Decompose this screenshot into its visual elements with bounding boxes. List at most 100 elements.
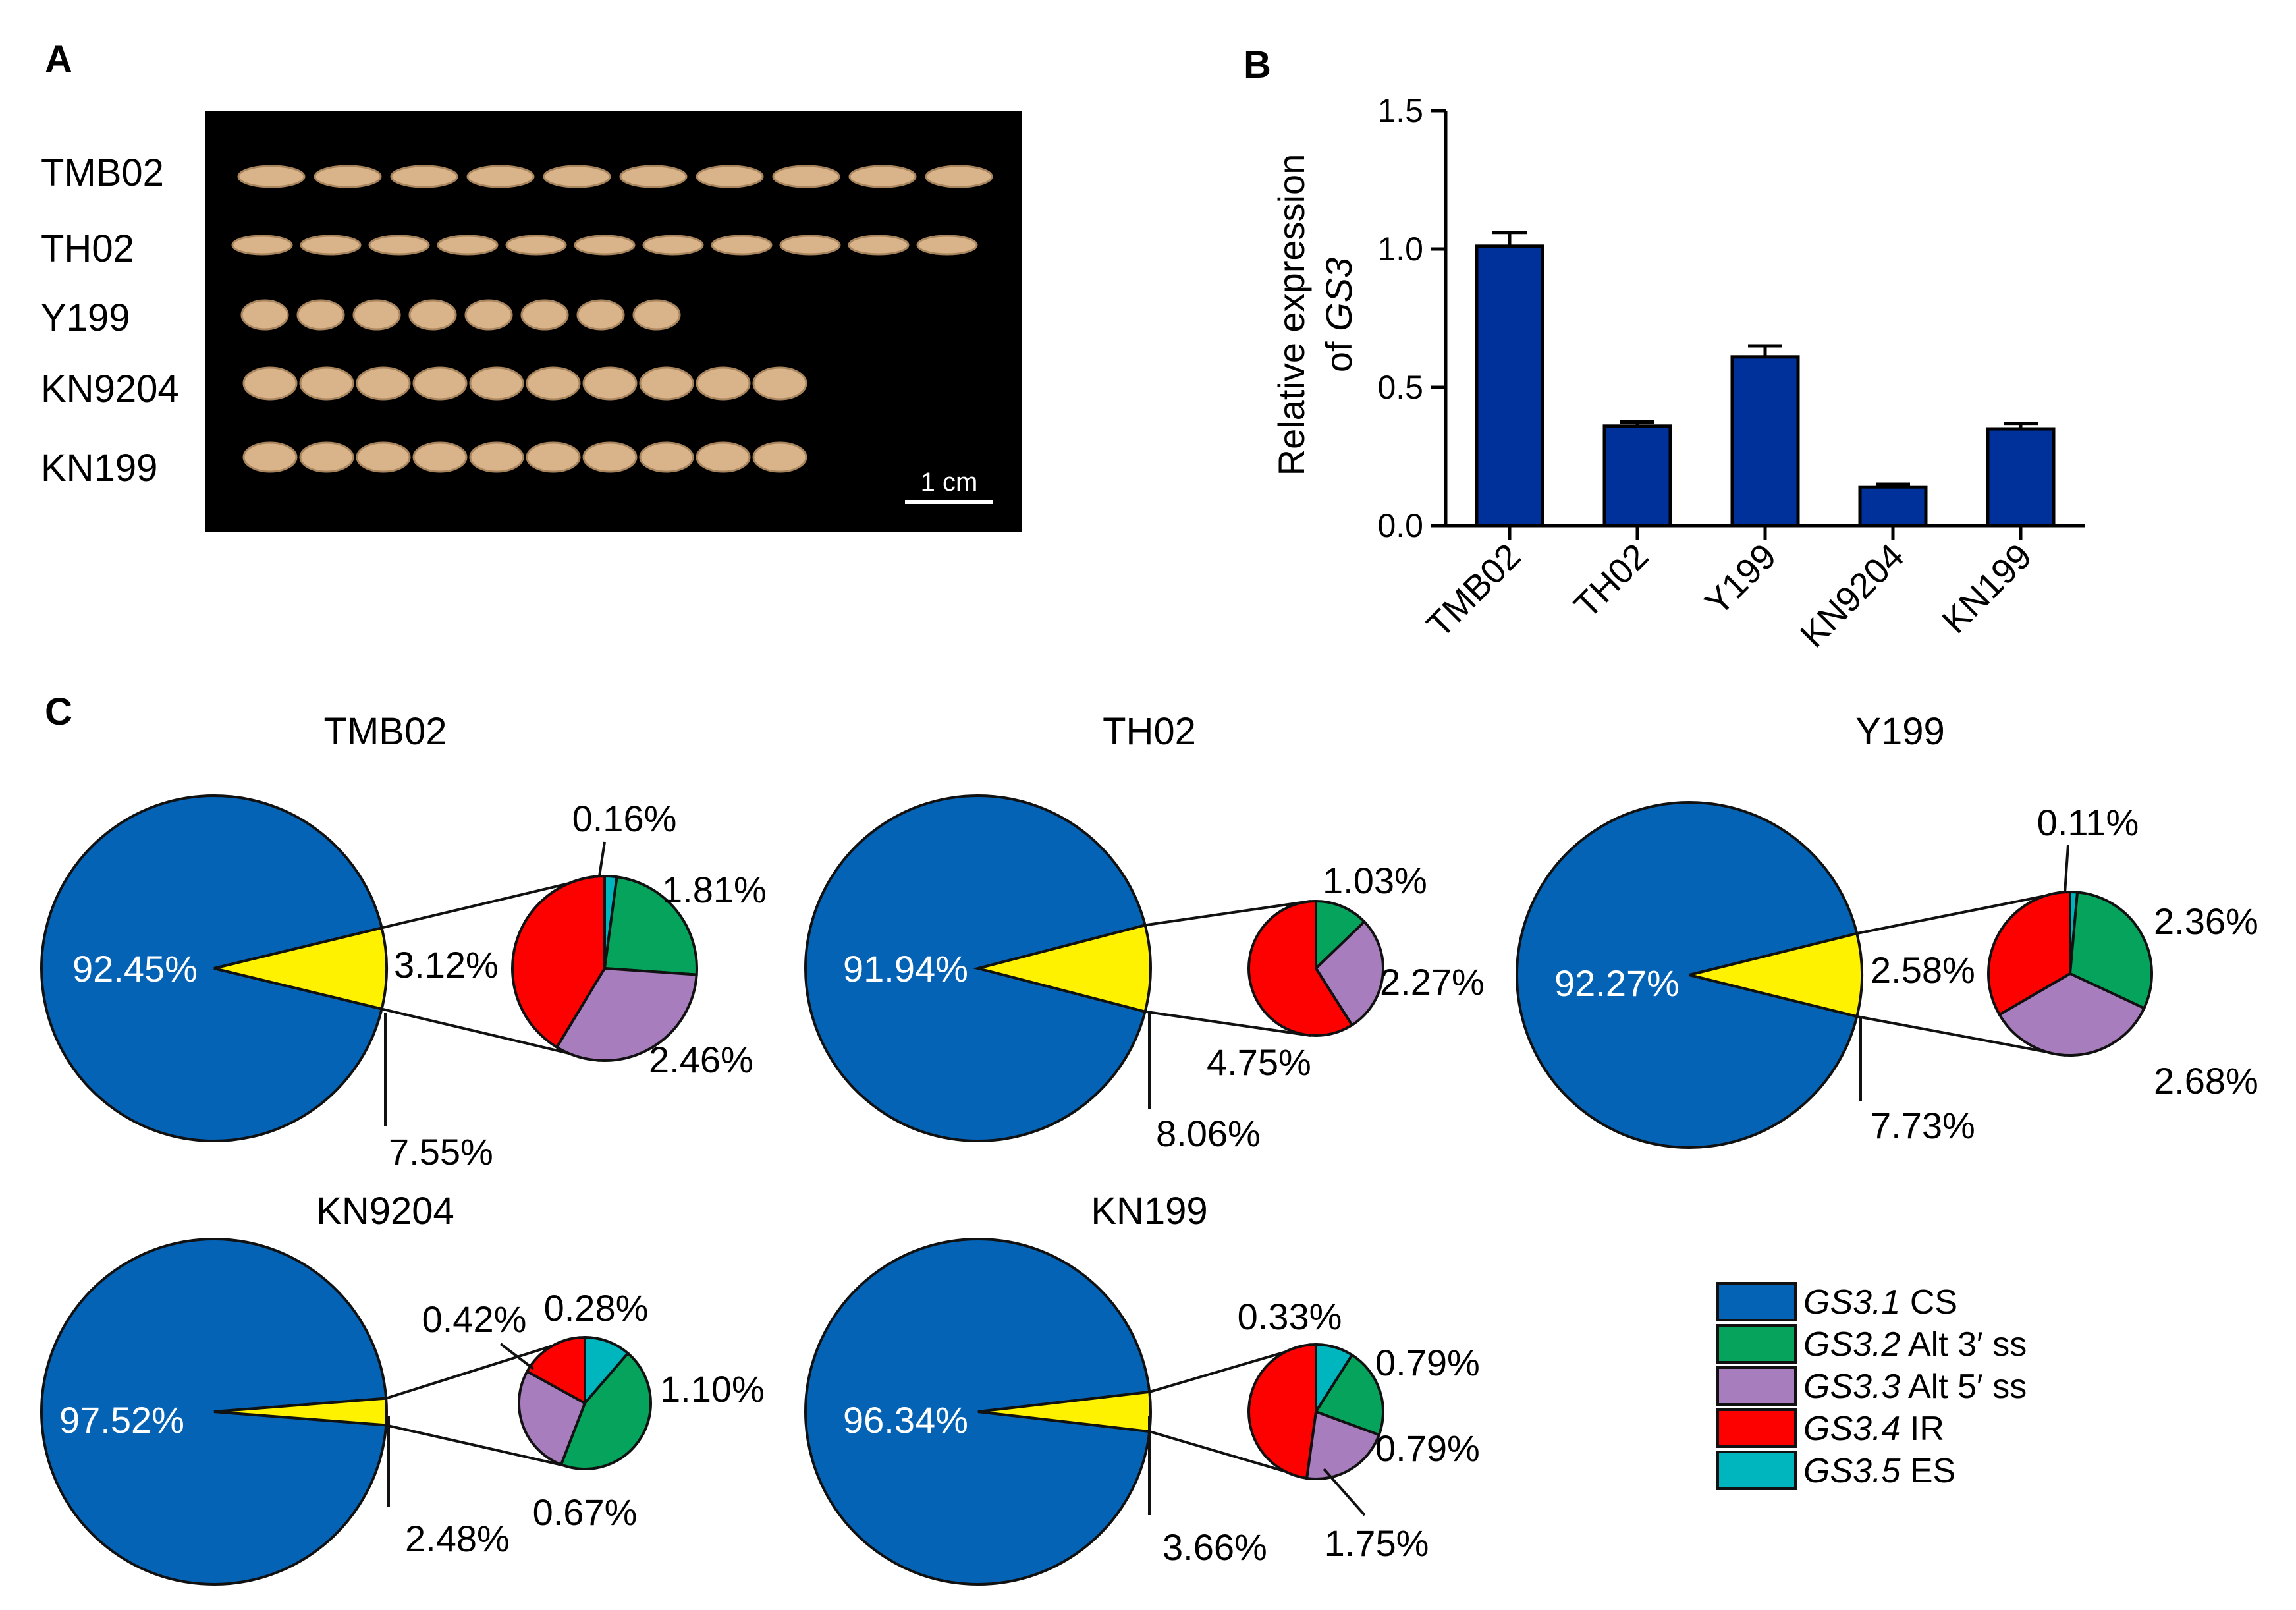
legend-desc: ES [1900,1452,1955,1490]
panel-c-label: C [45,690,72,733]
connector-bottom [1145,1010,1311,1037]
connector-bottom [1856,1015,2065,1057]
connector-top [1856,891,2065,935]
detail-slice-gs3-3 [1305,1410,1381,1480]
seed-y199 [632,299,681,331]
seed-kn199 [639,441,694,473]
main-slice-cs [40,1238,388,1586]
detail-slice-gs3-4 [1247,899,1354,1037]
row-label-y199: Y199 [41,296,130,339]
pie-chart-tmb02: TMB02 92.45% 7.55% 0.16% 1.81% 2.46% 3.12% [40,710,767,1173]
bar-tmb02 [1475,244,1544,528]
pie-title-kn9204: KN9204 [316,1190,454,1233]
seed-y199 [520,299,569,331]
main-pct-label: 92.45% [72,948,198,989]
seed-th02 [505,235,567,256]
seed-y199 [576,299,625,331]
seed-tmb02 [314,165,382,188]
detail-pct-label: 0.79% [1375,1342,1480,1383]
legend-isoform: GS3.4 [1803,1410,1900,1448]
leader-line [2064,844,2069,894]
legend-label: GS3.1 CS [1803,1283,1957,1321]
other-pct-label: 7.73% [1871,1105,1975,1146]
other-pct-label: 8.06% [1156,1113,1261,1154]
detail-pct-label: 2.46% [649,1039,753,1080]
seed-y199 [352,299,401,331]
pie-chart-th02: TH02 91.94% 8.06% 1.03% 2.27% 4.75% [804,710,1485,1154]
legend-isoform: GS3.5 [1803,1452,1901,1490]
leader-line [1323,1468,1366,1516]
main-slice-other [213,1397,388,1427]
row-label-kn199: KN199 [41,447,157,489]
seed-kn199 [582,441,638,473]
seed-kn199 [242,441,298,473]
detail-pct-label: 0.42% [422,1298,527,1340]
y-tick-label: 1.0 [1377,231,1423,267]
main-pct-label: 92.27% [1554,962,1680,1004]
pie-title-y199: Y199 [1855,710,1944,753]
panel-b-label: B [1244,43,1271,86]
detail-slice-gs3-2 [1313,1353,1384,1437]
seed-kn9204 [242,366,298,401]
legend-swatch-gs3-3 [1716,1366,1797,1406]
detail-pct-label: 4.75% [1207,1041,1311,1083]
main-pct-label: 97.52% [59,1399,184,1441]
y-axis-label-of: of [1318,331,1359,372]
bar-kn199 [1986,427,2056,528]
legend-swatch-gs3-4 [1716,1408,1797,1448]
y-tick-label: 1.5 [1377,92,1423,129]
detail-slice-gs3-4 [511,874,606,1049]
main-slice-cs [804,1238,1151,1586]
seed-tmb02 [772,165,840,188]
main-slice-cs [1516,801,1859,1149]
legend-label: GS3.4 IR [1803,1410,1944,1448]
y-tick-label: 0.5 [1377,369,1423,406]
detail-slice-gs3-2 [2068,891,2153,1011]
x-tick-label-kn9204: KN9204 [1793,536,1911,655]
main-slice-cs [40,794,384,1142]
seed-kn199 [696,441,751,473]
bar-th02 [1602,424,1672,528]
detail-pct-label: 1.10% [660,1368,765,1410]
seed-kn9204 [412,366,468,401]
y-axis-label-line1: Relative expression [1271,154,1312,476]
detail-pct-label: 0.79% [1375,1428,1480,1469]
seed-rows [231,165,993,473]
pie-charts: TMB02 92.45% 7.55% 0.16% 1.81% 2.46% 3.12% TH02… [40,710,2258,1586]
seed-kn199 [299,441,354,473]
main-pct-label: 91.94% [843,948,968,989]
legend-label: GS3.5 ES [1803,1452,1955,1490]
seed-kn9204 [752,366,807,401]
detail-pct-label: 3.12% [394,944,499,985]
seed-y199 [240,299,289,331]
leader-line [499,1343,535,1370]
seed-th02 [574,235,636,256]
y-axis-label-gene: GS3 [1318,258,1359,331]
bar-kn9204 [1858,485,1928,528]
bar-marks: 0.0 0.5 1.0 1.5 TMB02 TH02 Y199 KN9204 KN199 [1377,92,2085,655]
detail-pct-label: 2.36% [2154,901,2258,942]
detail-pct-label: 0.11% [2037,802,2139,843]
main-slice-other [973,923,1153,1014]
seed-kn9204 [639,366,694,401]
main-slice-other [1689,931,1863,1018]
seed-th02 [231,235,293,256]
x-tick-label-tmb02: TMB02 [1419,536,1529,646]
panel-a-label: A [45,38,72,81]
detail-slice-gs3-2 [603,875,698,976]
seed-tmb02 [390,165,458,188]
seed-th02 [300,235,362,256]
seed-y199 [408,299,457,331]
legend-isoform: GS3.1 [1803,1283,1900,1321]
seed-kn199 [356,441,411,473]
seed-y199 [296,299,345,331]
seed-th02 [368,235,430,256]
legend-isoform: GS3.2 [1803,1325,1900,1364]
main-pct-label: 96.34% [843,1399,968,1441]
legend-desc: IR [1900,1410,1944,1448]
seed-th02 [642,235,704,256]
seed-tmb02 [925,165,993,188]
x-tick-label-kn199: KN199 [1934,536,2039,641]
seed-th02 [916,235,978,256]
